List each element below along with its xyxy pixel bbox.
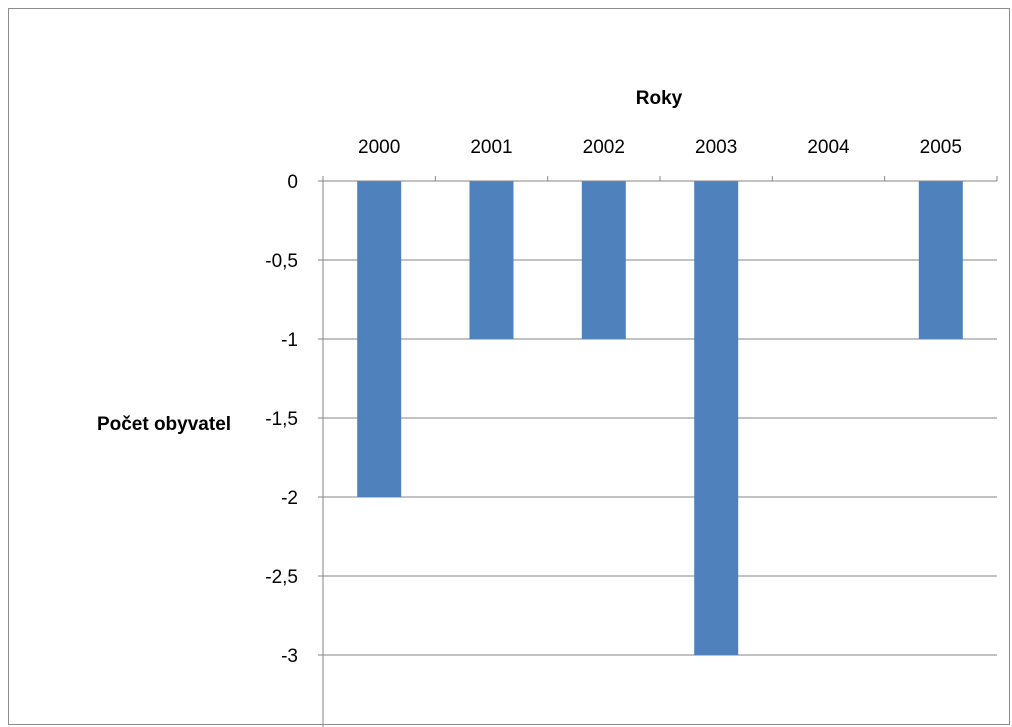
y-tick-label-3: -1,5: [265, 409, 298, 430]
axes: [318, 176, 998, 727]
bar-2003: [694, 181, 739, 655]
x-tick-label-2004: 2004: [807, 137, 850, 158]
x-tick-label-2005: 2005: [920, 137, 962, 158]
x-tick-label-2000: 2000: [358, 137, 400, 158]
y-tick-label-4: -2: [281, 488, 298, 509]
y-tick-label-0: 0: [287, 172, 298, 193]
x-tick-label-2003: 2003: [695, 137, 737, 158]
x-axis-title: Roky: [636, 88, 683, 109]
x-tick-label-2002: 2002: [583, 137, 625, 158]
tick-labels: 2000 2001 2002 2003 2004 2005 0 -0,5 -1 -1,5 -2 -2,…: [265, 137, 962, 667]
bar-2000: [357, 181, 402, 497]
bars: [357, 181, 963, 655]
y-tick-label-6: -3: [281, 646, 298, 667]
chart-frame: [8, 8, 1010, 725]
bar-2002: [581, 181, 626, 339]
y-tick-label-5: -2,5: [265, 567, 298, 588]
x-tick-label-2001: 2001: [470, 137, 512, 158]
y-axis-title: Počet obyvatel: [97, 414, 231, 435]
gridlines: [323, 259, 997, 656]
y-tick-label-1: -0,5: [265, 251, 298, 272]
y-tick-label-2: -1: [281, 330, 298, 351]
bar-2001: [469, 181, 514, 339]
bar-2005: [918, 181, 963, 339]
